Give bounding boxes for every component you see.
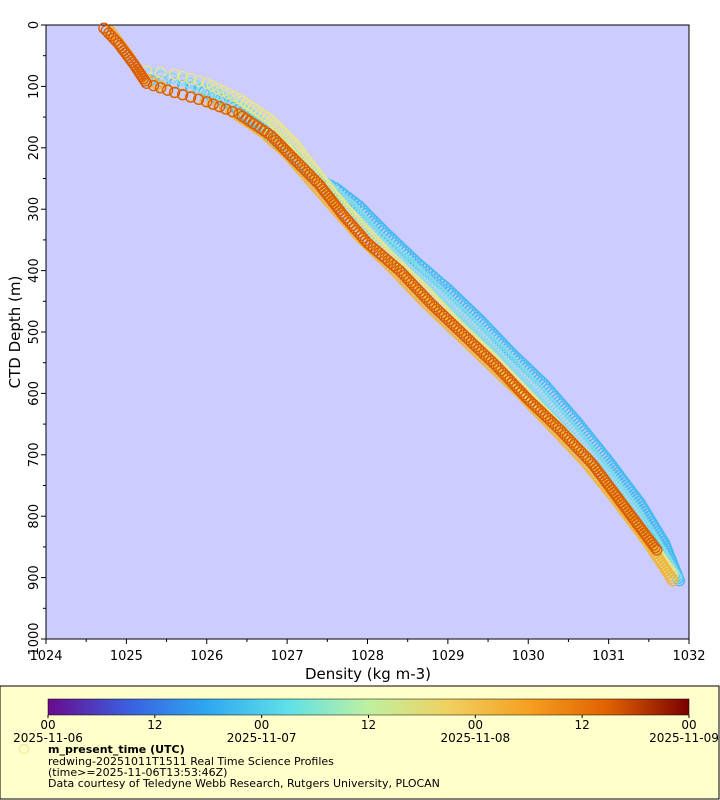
- data-point: [651, 544, 663, 556]
- y-tick-label: 1000: [27, 622, 42, 655]
- data-point: [667, 575, 679, 587]
- x-tick-label: 1029: [431, 649, 464, 664]
- data-point: [201, 96, 213, 108]
- x-tick-label: 1026: [190, 649, 223, 664]
- series-profile-2025-11-08-pm: [98, 22, 663, 556]
- colorbar-tick-label: 00: [468, 718, 483, 732]
- legend-title: m_present_time (UTC): [48, 743, 185, 756]
- axes: 1024 1025 1026 1027 1028 1029 1030 1031 1032 0 100…: [27, 21, 706, 664]
- x-tick-label: 1028: [351, 649, 384, 664]
- y-tick-label: 400: [27, 258, 42, 283]
- data-point: [168, 68, 181, 80]
- legend-line-1: redwing-20251011T1511 Real Time Science …: [48, 755, 334, 768]
- y-tick-label: 300: [27, 197, 42, 222]
- data-point: [139, 75, 151, 87]
- colorbar-tick-label: 00: [40, 718, 55, 732]
- colorbar-tick-label: 12: [147, 718, 162, 732]
- data-point: [161, 84, 174, 96]
- data-point: [226, 105, 239, 118]
- colorbar-tick-label: 00: [681, 718, 696, 732]
- data-point: [217, 85, 229, 97]
- colorbar-tick-label: 12: [575, 718, 590, 732]
- y-tick-label: 200: [27, 135, 42, 160]
- x-tick-label: 1025: [110, 649, 143, 664]
- y-tick-label: 800: [27, 504, 42, 529]
- legend-line-3: Data courtesy of Teledyne Webb Research,…: [48, 777, 440, 790]
- plot-area: [45, 24, 690, 640]
- data-point: [227, 90, 240, 102]
- data-point: [185, 73, 197, 85]
- data-point: [665, 572, 677, 584]
- data-point: [154, 82, 167, 94]
- colorbar-date-label: 2025-11-09: [649, 731, 719, 745]
- colorbar-date-label: 2025-11-08: [440, 731, 510, 745]
- data-point: [201, 77, 213, 89]
- x-tick-label: 1032: [672, 649, 705, 664]
- data-point: [649, 541, 661, 554]
- data-points: [98, 22, 686, 587]
- data-point: [185, 91, 197, 103]
- y-tick-label: 100: [27, 74, 42, 99]
- x-tick-label: 1024: [29, 649, 62, 664]
- data-point: [211, 82, 224, 95]
- colorbar-date-label: 2025-11-07: [227, 731, 297, 745]
- data-point: [176, 74, 189, 86]
- legend-line-2: (time>=2025-11-06T13:53:46Z): [48, 766, 227, 779]
- y-tick-label: 0: [27, 21, 42, 29]
- y-tick-label: 600: [27, 381, 42, 406]
- data-point: [147, 79, 160, 92]
- y-tick-label: 500: [27, 320, 42, 345]
- y-tick-label: 700: [27, 442, 42, 467]
- data-point: [222, 87, 234, 100]
- colorbar-tick-label: 00: [254, 718, 269, 732]
- x-tick-label: 1030: [512, 649, 545, 664]
- data-point: [176, 70, 189, 83]
- data-point: [154, 66, 167, 79]
- data-point: [176, 89, 189, 101]
- legend-marker-icon: [19, 744, 29, 754]
- y-tick-label: 900: [27, 565, 42, 590]
- data-point: [220, 103, 232, 115]
- data-point: [140, 77, 153, 89]
- data-point: [193, 75, 205, 87]
- colorbar-tick-label: 12: [361, 718, 376, 732]
- colorbar-date-label: 2025-11-06: [13, 731, 83, 745]
- data-point: [168, 86, 181, 99]
- x-axis-title: Density (kg m-3): [305, 665, 431, 683]
- colorbar: [47, 698, 690, 716]
- data-point: [213, 101, 226, 113]
- data-point: [193, 93, 205, 106]
- data-point: [207, 98, 219, 110]
- data-point: [206, 80, 218, 92]
- y-axis-title: CTD Depth (m): [6, 276, 24, 389]
- x-tick-label: 1031: [592, 649, 625, 664]
- x-tick-label: 1027: [271, 649, 304, 664]
